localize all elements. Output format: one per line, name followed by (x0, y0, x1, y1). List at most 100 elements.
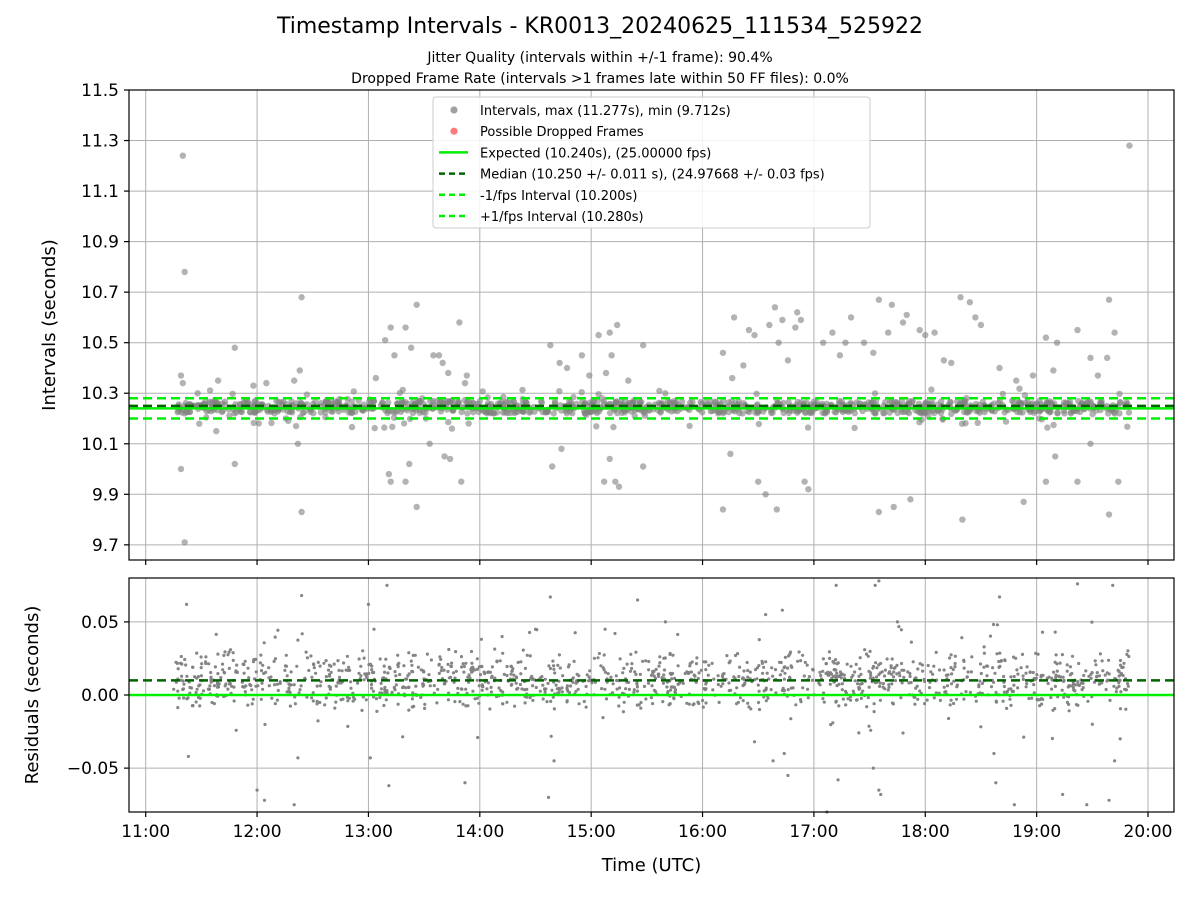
residuals-point (955, 683, 960, 687)
intervals-point (656, 387, 663, 395)
residuals-point (994, 690, 998, 695)
residuals-point (180, 674, 184, 678)
intervals-outlier-point-9 (214, 377, 222, 384)
intervals-outlier-point-59 (612, 478, 619, 485)
residuals-point (337, 675, 342, 680)
residuals-outlier-point-40 (1075, 582, 1080, 586)
residuals-point (480, 688, 484, 692)
residuals-point (798, 698, 803, 702)
residuals-point (757, 638, 761, 642)
residuals-point (797, 650, 801, 654)
residuals-point (226, 687, 230, 691)
residuals-point (592, 656, 597, 660)
residuals-point (866, 654, 870, 658)
residuals-point (899, 696, 903, 700)
intervals-point (226, 412, 233, 419)
residuals-point (729, 688, 733, 692)
intervals-point (999, 390, 1006, 398)
residuals-point (1084, 669, 1088, 673)
residuals-outlier-point-33 (895, 620, 900, 624)
intervals-outlier-point-76 (775, 339, 782, 346)
residuals-point (681, 681, 685, 686)
residuals-point (393, 688, 397, 692)
intervals-point (464, 410, 471, 417)
residuals-point (1079, 681, 1083, 685)
residuals-point (528, 630, 532, 635)
residuals-point (952, 679, 956, 683)
intervals-point (938, 398, 945, 405)
residuals-point (738, 665, 742, 669)
residuals-outlier-point-6 (296, 756, 300, 760)
legend-label-2: Expected (10.240s), (25.00000 fps) (480, 146, 711, 161)
residuals-point (892, 670, 896, 674)
residuals-point (272, 659, 276, 664)
intervals-outlier-point-75 (771, 304, 779, 311)
residuals-point (1124, 688, 1128, 692)
residuals-point (818, 683, 822, 687)
intervals-point (221, 398, 229, 405)
intervals-outlier-point-39 (448, 425, 456, 432)
residuals-point (902, 675, 906, 680)
residuals-point (543, 677, 547, 681)
residuals-ytick-label-1: 0.00 (81, 686, 119, 706)
intervals-outlier-point-47 (548, 463, 556, 470)
residuals-point (546, 681, 550, 686)
residuals-point (401, 686, 405, 690)
residuals-point (567, 663, 571, 667)
residuals-point (662, 673, 666, 677)
residuals-point (262, 671, 266, 676)
residuals-point (311, 691, 315, 695)
residuals-point (347, 665, 351, 670)
residuals-point (453, 700, 457, 704)
residuals-point (1105, 679, 1109, 683)
residuals-point (846, 697, 850, 701)
intervals-point (493, 409, 501, 416)
residuals-point (195, 651, 199, 655)
residuals-point (857, 687, 861, 691)
intervals-point (443, 398, 450, 405)
residuals-point (982, 665, 986, 669)
residuals-point (611, 691, 615, 695)
residuals-point (603, 670, 608, 674)
residuals-point (304, 650, 308, 654)
residuals-point (633, 670, 637, 674)
intervals-outlier-point-118 (1074, 326, 1081, 334)
residuals-point (212, 684, 217, 688)
residuals-point (194, 690, 198, 695)
residuals-point (1122, 661, 1126, 665)
residuals-point (712, 677, 716, 681)
residuals-point (747, 705, 751, 709)
residuals-point (641, 659, 645, 663)
residuals-point (349, 686, 353, 690)
intervals-outlier-point-23 (387, 478, 394, 485)
residuals-point (437, 671, 441, 676)
residuals-point (1118, 707, 1123, 711)
residuals-point (721, 682, 725, 686)
residuals-point (485, 687, 489, 691)
residuals-point (422, 683, 426, 687)
residuals-point (694, 662, 699, 666)
residuals-point (261, 687, 265, 691)
intervals-point (617, 398, 625, 405)
residuals-point (1070, 654, 1075, 658)
residuals-point (261, 663, 265, 667)
intervals-outlier-point-28 (413, 503, 420, 511)
intervals-point (928, 386, 935, 393)
residuals-point (337, 668, 341, 673)
residuals-point (396, 665, 400, 669)
intervals-ytick-label-6: 10.9 (81, 233, 119, 253)
intervals-point (400, 420, 408, 427)
intervals-point (396, 389, 404, 397)
intervals-outlier-point-69 (730, 314, 738, 321)
residuals-point (513, 704, 517, 708)
intervals-outlier-point-22 (385, 470, 393, 478)
residuals-point (701, 705, 705, 709)
intervals-outlier-point-53 (595, 331, 602, 339)
intervals-point (851, 409, 858, 417)
intervals-point (322, 409, 329, 416)
residuals-points (172, 579, 1131, 814)
residuals-point (318, 664, 322, 668)
residuals-point (654, 667, 658, 672)
intervals-outlier-point-42 (458, 478, 465, 485)
residuals-point (948, 703, 952, 707)
